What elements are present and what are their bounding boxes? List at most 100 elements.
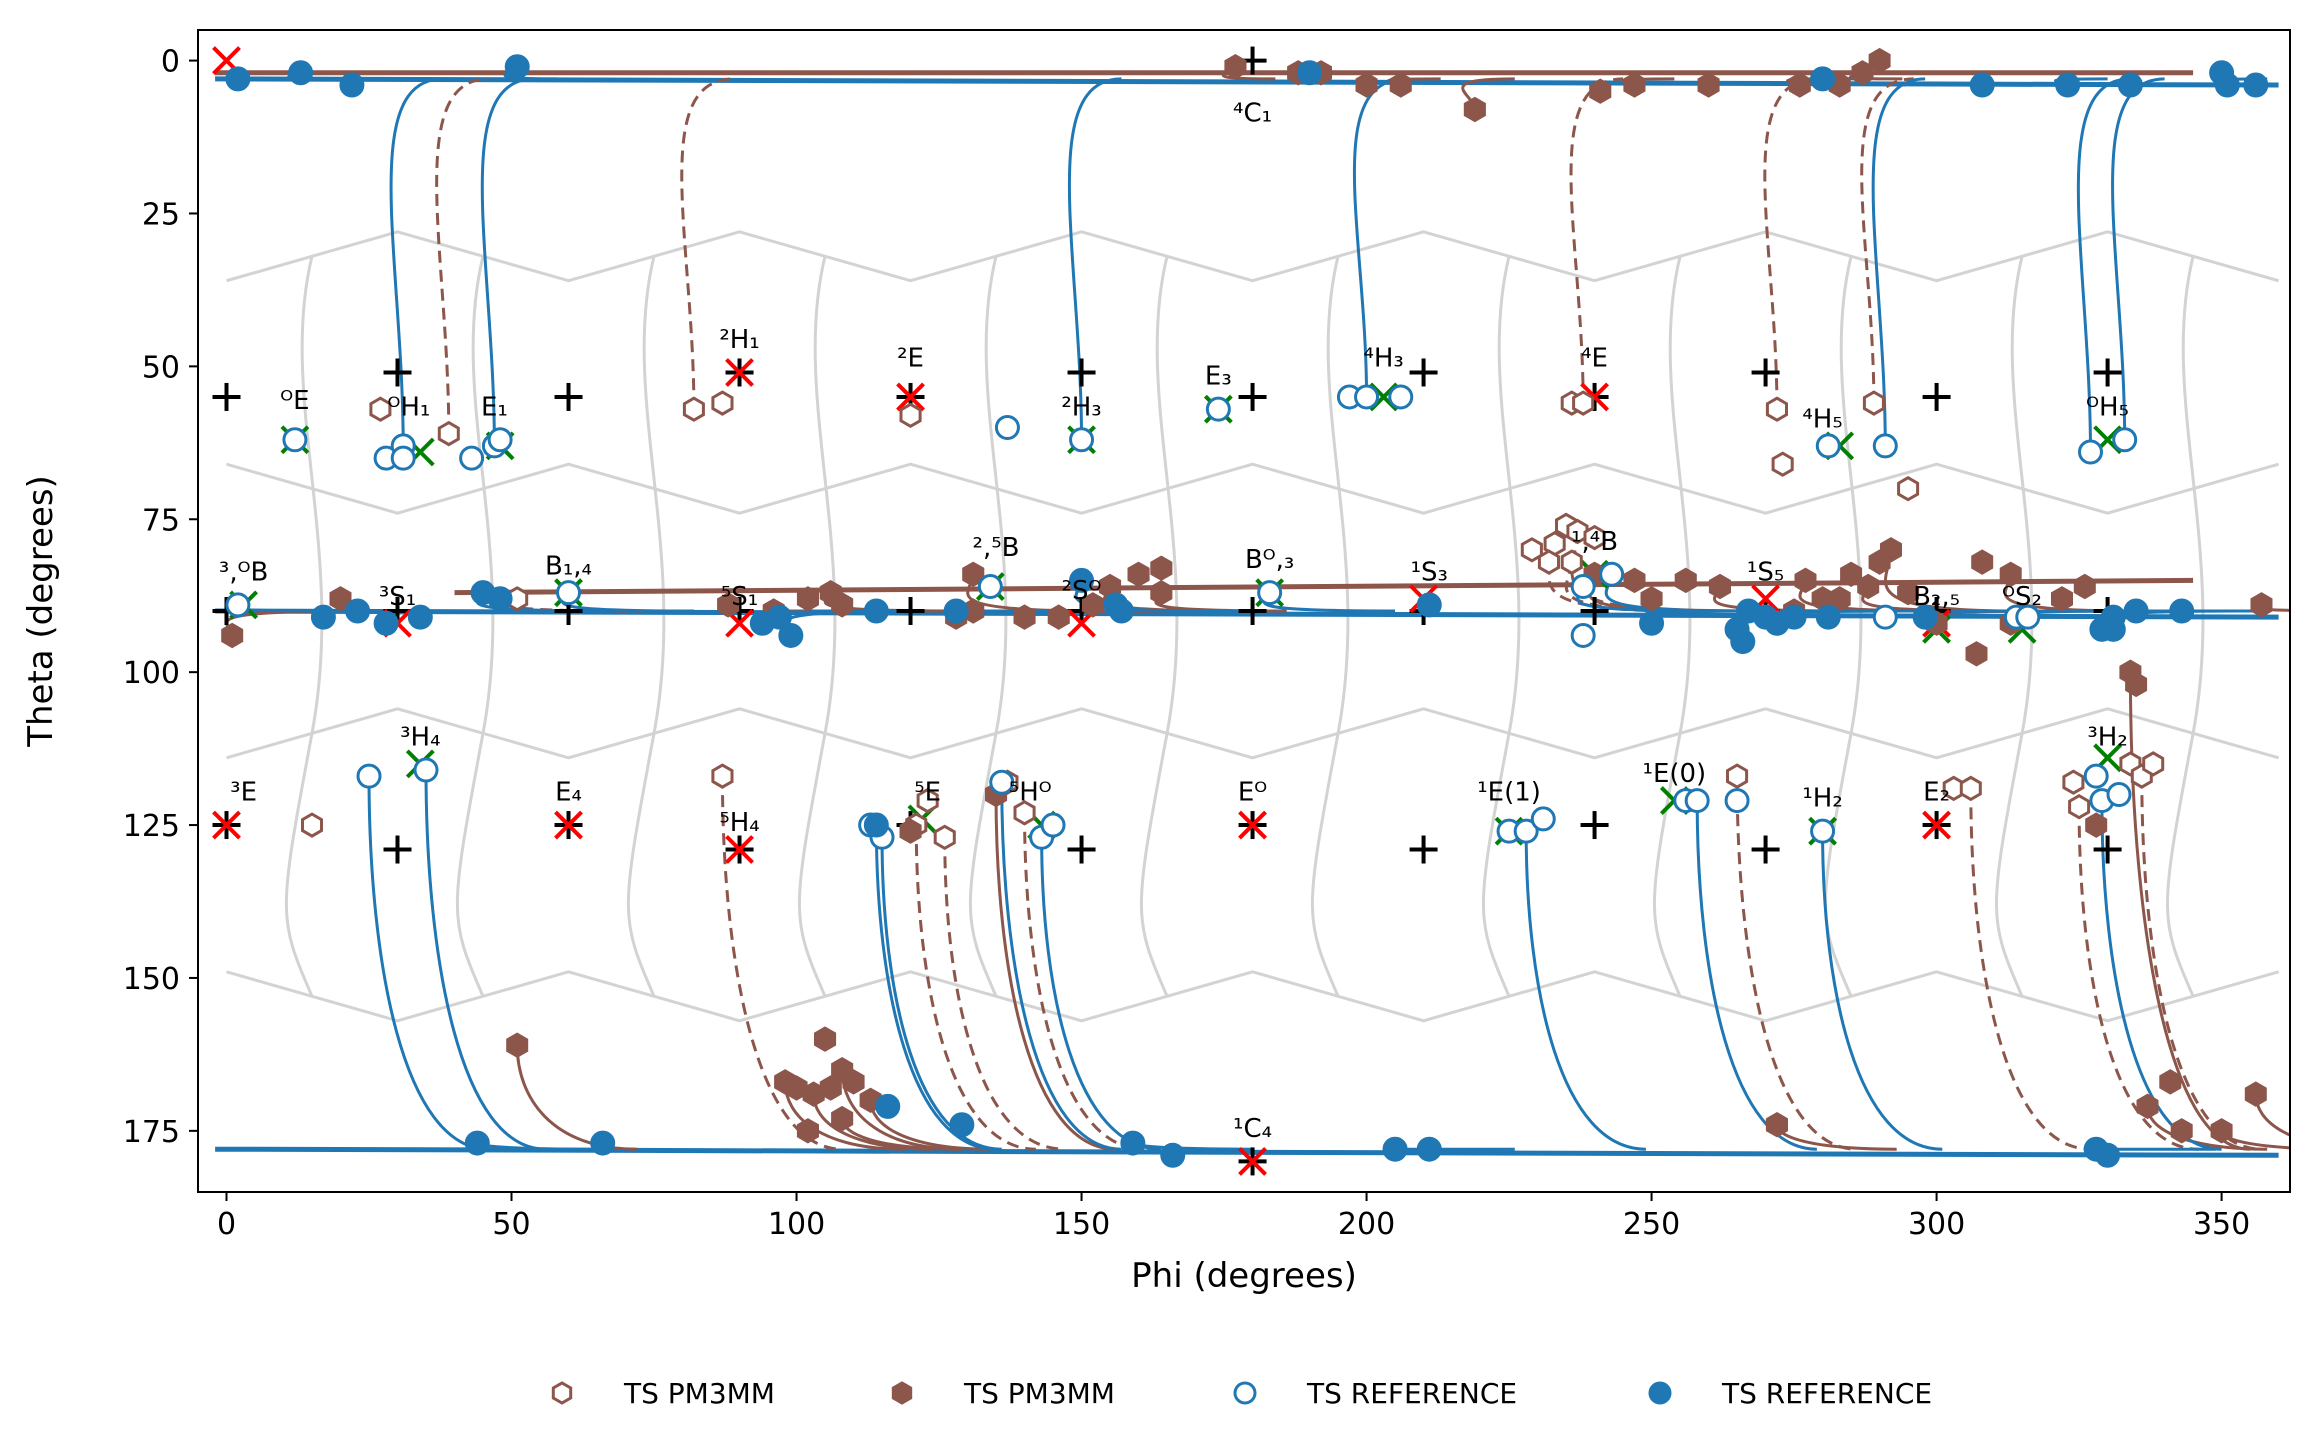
- x-tick-label: 200: [1338, 1207, 1395, 1242]
- red-x-marker: [896, 382, 925, 412]
- ts-point-reference: [390, 445, 416, 471]
- pathway-curve: [1735, 776, 1857, 1151]
- pathway-curve: [561, 592, 694, 613]
- plus-marker: [1751, 358, 1780, 387]
- ts-point-pm3mm: [1013, 604, 1036, 630]
- legend-label: TS PM3MM: [623, 1377, 775, 1410]
- conformer-label: ¹H₂: [1802, 784, 1842, 814]
- ts-point-pm3mm: [1224, 53, 1247, 80]
- conformer-label: Bᴼ,₃: [1245, 545, 1294, 575]
- pathway-curve: [424, 770, 546, 1151]
- ts-point-reference: [994, 415, 1020, 441]
- ts-point-reference: [356, 763, 382, 789]
- legend-marker: [1648, 1381, 1672, 1405]
- ts-point-reference: [1069, 427, 1095, 453]
- mesh-line: [1139, 255, 1179, 997]
- plus-marker: [2093, 358, 2122, 387]
- conformer-label: E₁: [481, 392, 508, 422]
- ts-point-pm3mm: [301, 812, 323, 838]
- conformer-label: ⁵Hᴼ: [1009, 778, 1052, 808]
- ts-point-pm3mm: [1537, 549, 1560, 575]
- ts-point-pm3mm: [785, 1075, 808, 1101]
- mesh-line: [1995, 255, 2034, 997]
- ts-point-reference: [345, 598, 371, 624]
- ts-point-reference: [2123, 598, 2149, 624]
- ts-point-reference: [487, 586, 513, 612]
- ts-point-pm3mm: [1520, 537, 1543, 563]
- plus-marker: [212, 382, 241, 411]
- ts-point-reference: [778, 622, 804, 648]
- ts-point-pm3mm: [933, 824, 956, 851]
- ts-point-reference: [2117, 72, 2143, 98]
- ts-point-reference: [766, 604, 792, 630]
- legend-item: TS REFERENCE: [1233, 1377, 1517, 1410]
- ts-point-pm3mm: [1674, 567, 1697, 594]
- ts-point-reference: [1205, 396, 1231, 422]
- pathway-curve: [2140, 776, 2262, 1151]
- mesh-line: [797, 255, 837, 997]
- ts-point-reference: [282, 427, 308, 453]
- legend-item: TS PM3MM: [891, 1377, 1115, 1410]
- conformer-label: ⁴H₃: [1363, 343, 1403, 373]
- ts-point-reference: [407, 604, 433, 630]
- ts-point-pm3mm: [1389, 72, 1412, 98]
- red-x-marker: [1238, 810, 1267, 840]
- pathway-curve: [914, 825, 1036, 1151]
- conformer-label: B₂,₅: [1913, 582, 1960, 612]
- ts-point-pm3mm: [1640, 586, 1663, 612]
- y-tick-label: 75: [142, 503, 180, 538]
- pathway-curve: [367, 776, 489, 1151]
- conformer-label: ³H₂: [2087, 723, 2127, 753]
- pathway-curve: [1821, 831, 1943, 1151]
- ts-point-pm3mm: [899, 402, 922, 429]
- mesh-line: [1310, 255, 1350, 997]
- ts-point-reference: [2169, 598, 2195, 624]
- x-tick-label: 0: [217, 1207, 236, 1242]
- x-tick-label: 50: [492, 1207, 530, 1242]
- ts-point-pm3mm: [717, 592, 740, 618]
- ts-point-pm3mm: [1013, 800, 1036, 826]
- ts-point-pm3mm: [1623, 567, 1646, 594]
- ts-point-reference: [977, 574, 1003, 600]
- mesh-line: [226, 462, 2280, 515]
- conformer-label: ²E: [897, 343, 924, 373]
- ts-point-pm3mm: [1150, 555, 1173, 581]
- pathway-curve: [1871, 77, 1926, 446]
- ts-point-reference: [2083, 763, 2109, 789]
- plot-frame: [197, 29, 2291, 1193]
- ts-point-reference: [2214, 72, 2240, 98]
- y-tick-label: 125: [123, 809, 180, 844]
- legend-marker: [891, 1381, 913, 1405]
- red-x-marker: [1922, 810, 1951, 840]
- ts-point-reference: [225, 592, 251, 618]
- plus-marker: [1580, 811, 1609, 840]
- plus-marker: [1922, 382, 1951, 411]
- conformer-labels: ⁴C₁ ¹C₄ ᴼE ᴼH₁ E₁ ²H₁ ²E ²H₃ E₃ ⁴H₃ ⁴E ⁴H₅ ᴼH₅ ³,ᴼB ³S…: [219, 99, 2129, 1144]
- ts-point-reference: [1160, 1142, 1186, 1168]
- plus-marker: [1409, 358, 1438, 387]
- red-x-marker: [554, 810, 583, 840]
- ts-point-pm3mm: [2062, 769, 2085, 795]
- legend-marker: [551, 1381, 573, 1405]
- background-mesh: [226, 230, 2280, 1023]
- conformer-label: ¹E(1): [1477, 778, 1541, 808]
- ts-point-reference: [2095, 1142, 2121, 1168]
- conformer-label: ᴼH₁: [387, 392, 430, 422]
- ts-point-pm3mm: [2210, 1118, 2233, 1144]
- ts-point-pm3mm: [899, 818, 922, 844]
- ts-point-reference: [2243, 72, 2269, 98]
- ts-point-pm3mm: [842, 1069, 865, 1095]
- pathway-curve: [225, 609, 358, 636]
- conformer-label: ³S₁: [379, 582, 416, 612]
- ts-point-pm3mm: [1765, 1111, 1788, 1138]
- ts-point-reference: [1040, 812, 1066, 838]
- red-x-marker: [725, 835, 754, 864]
- ts-point-pm3mm: [1583, 524, 1606, 551]
- pathway-curve: [680, 77, 734, 410]
- ts-point-reference: [464, 1130, 490, 1156]
- ts-point-reference: [1810, 818, 1836, 844]
- ts-point-reference: [1684, 788, 1710, 814]
- ts-point-pm3mm: [1971, 549, 1994, 575]
- y-tick-label: 150: [123, 962, 180, 997]
